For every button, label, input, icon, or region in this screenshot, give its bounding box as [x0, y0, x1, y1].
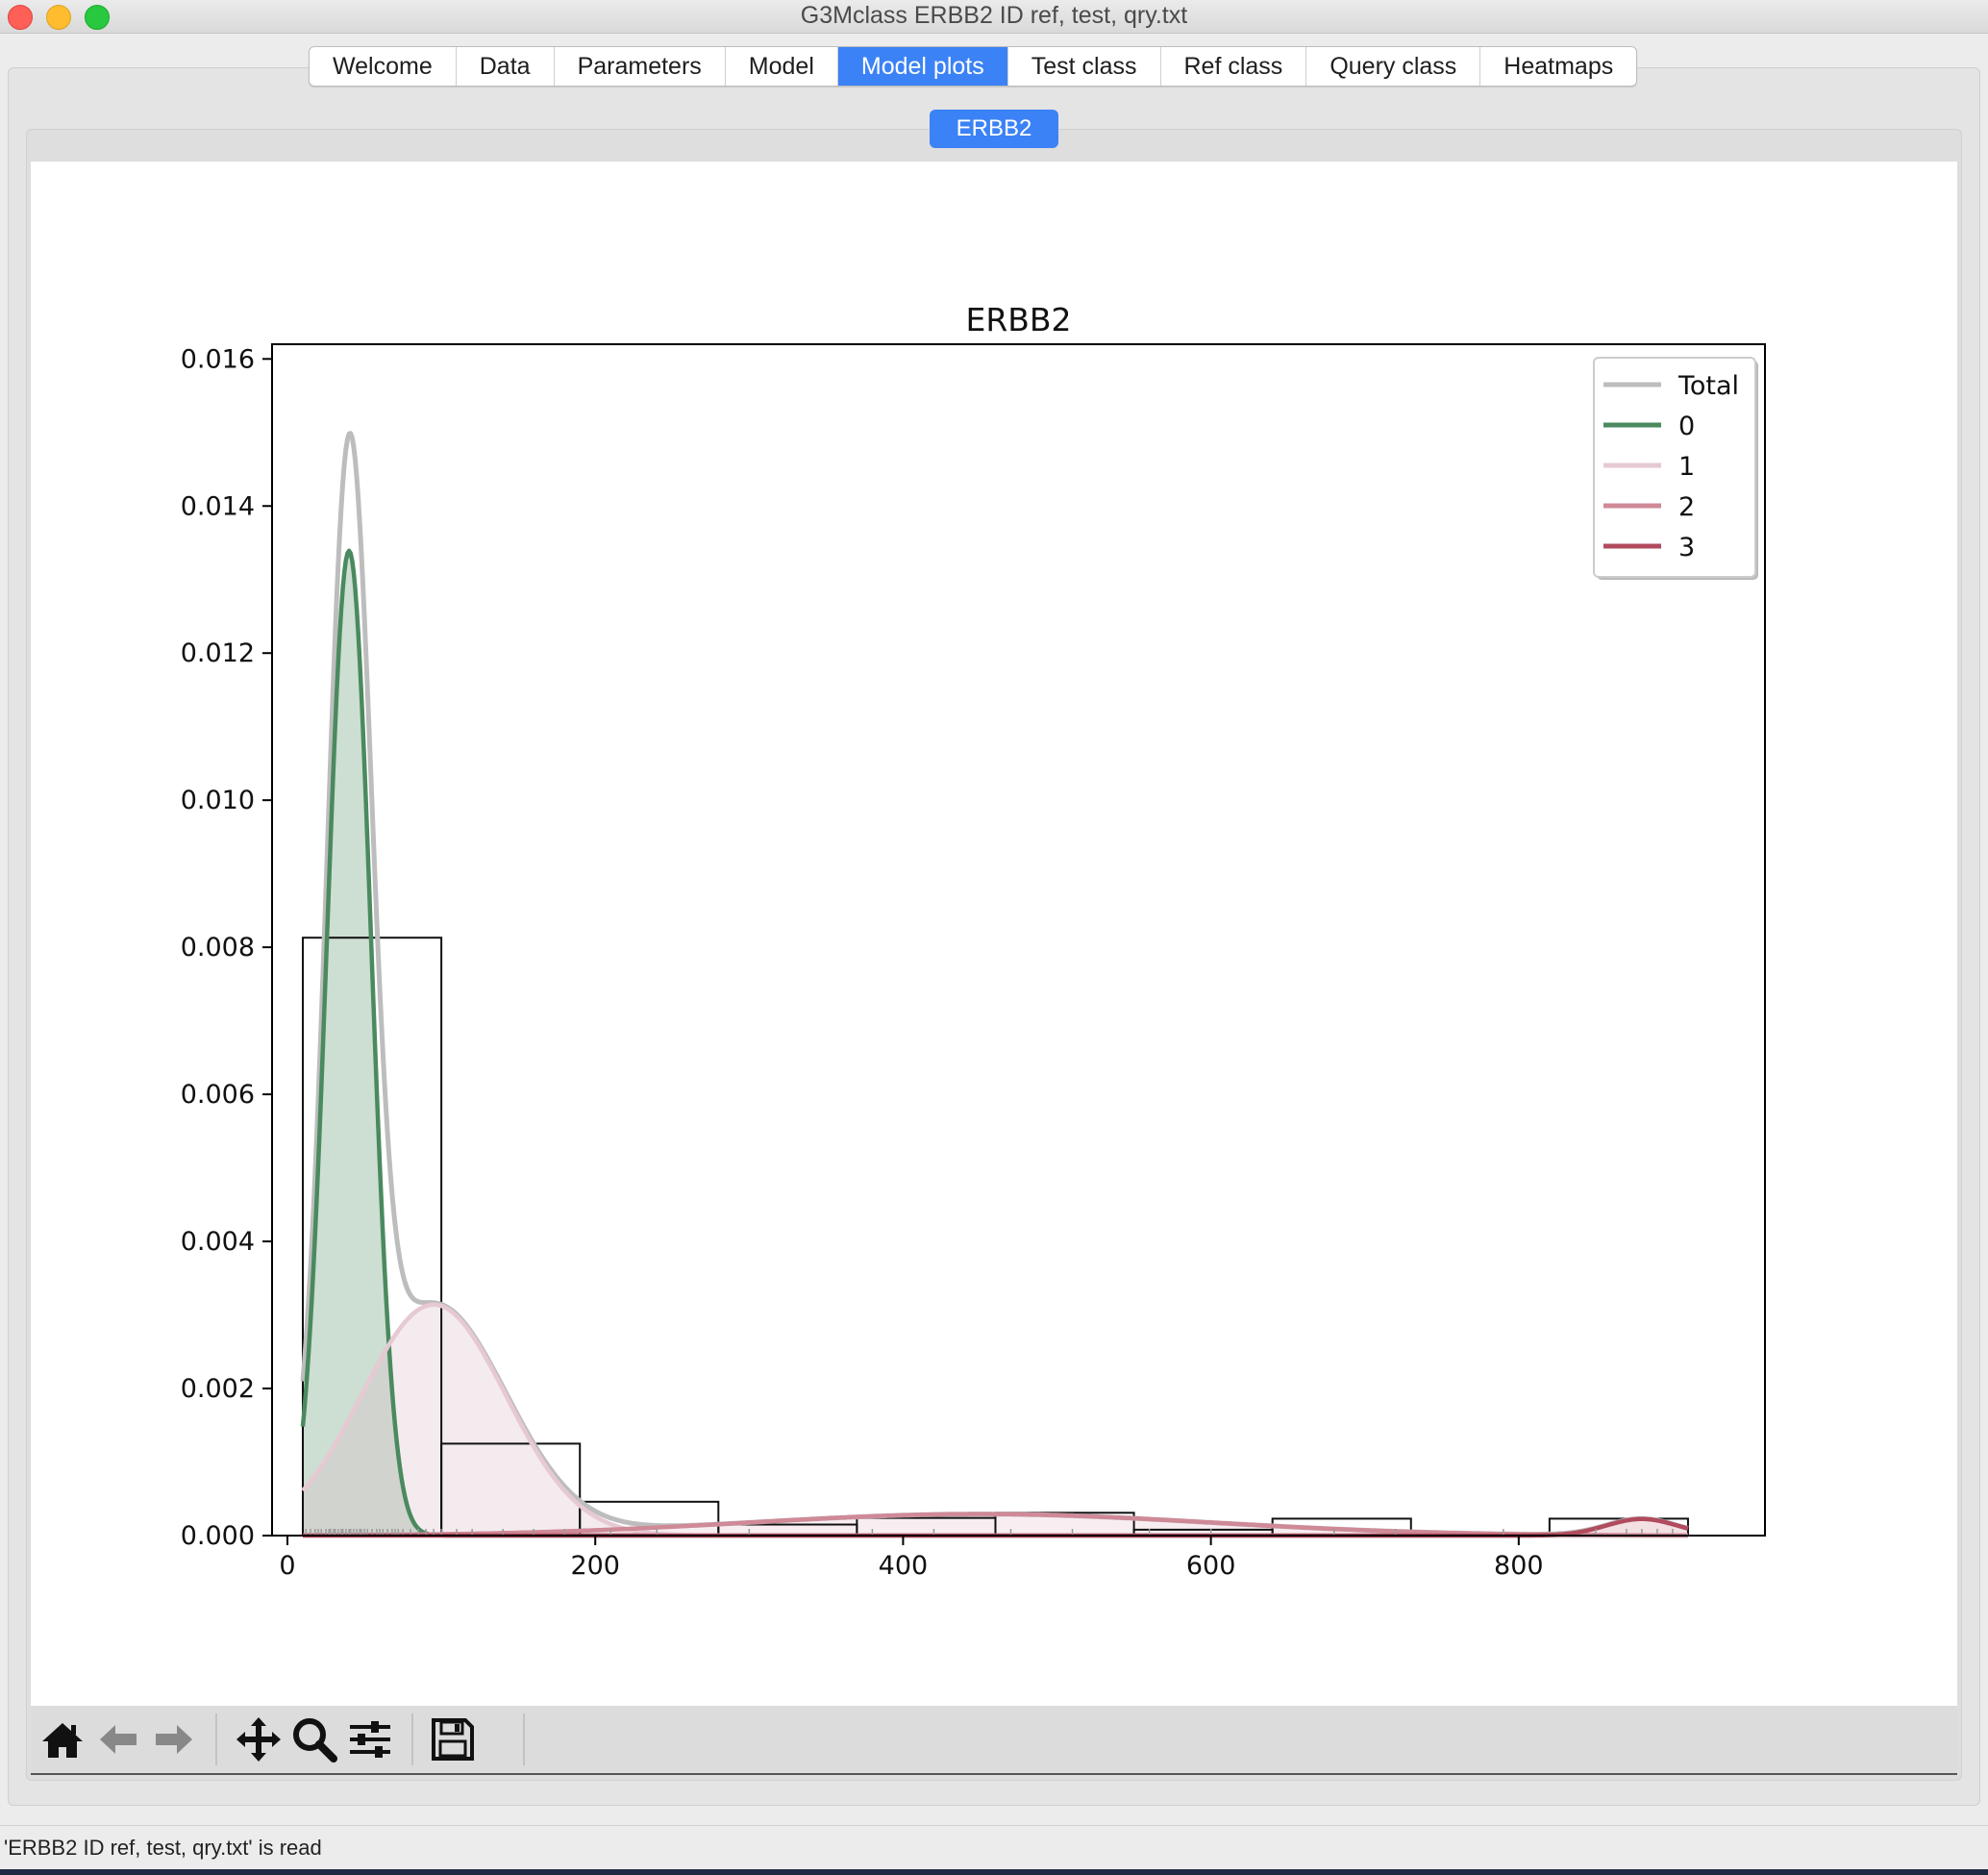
plot-canvas[interactable]: 0 200 400 600 800 0.000 0.002 0.004 0.006 0.008 0… — [31, 162, 1957, 1706]
title-bar: G3Mclass ERBB2 ID ref, test, qry.txt — [0, 0, 1988, 34]
rug-marks — [305, 1529, 1674, 1535]
y-axis-ticks: 0.000 0.002 0.004 0.006 0.008 0.010 0.012 0.014… — [181, 344, 272, 1551]
tab-model[interactable]: Model — [726, 47, 838, 86]
legend-box — [1593, 357, 1756, 578]
toolbar-separator — [215, 1713, 217, 1765]
tab-query-class[interactable]: Query class — [1306, 47, 1481, 86]
tab-model-plots[interactable]: Model plots — [837, 47, 1008, 86]
x-tick-label: 600 — [1186, 1551, 1236, 1581]
density-histogram-chart: 0 200 400 600 800 0.0000.0020.0040.0060.0080… — [181, 301, 1766, 1581]
y-tick-label: 0.014 — [181, 491, 255, 521]
legend-label-3: 3 — [1678, 533, 1695, 562]
zoom-icon[interactable] — [290, 1715, 338, 1763]
toolbar-separator — [411, 1713, 413, 1765]
legend[interactable]: Total 0 1 2 3 — [1593, 357, 1758, 580]
status-message: 'ERBB2 ID ref, test, qry.txt' is read — [4, 1836, 322, 1860]
status-bar: 'ERBB2 ID ref, test, qry.txt' is read — [0, 1825, 1988, 1869]
tab-welcome[interactable]: Welcome — [310, 47, 457, 86]
maximize-window-button[interactable] — [85, 5, 110, 30]
pan-icon[interactable] — [235, 1715, 283, 1763]
y-tick-label: 0.002 — [181, 1374, 255, 1404]
component-fills — [303, 550, 1688, 1536]
y-tick-label: 0.016 — [181, 344, 255, 374]
y-tick-label: 0.004 — [181, 1227, 255, 1257]
density-curves — [300, 431, 1689, 1538]
x-tick-label: 400 — [879, 1551, 929, 1581]
subtab-erbb2[interactable]: ERBB2 — [930, 110, 1058, 148]
component-fill-1 — [303, 1304, 1688, 1536]
tab-heatmaps[interactable]: Heatmaps — [1503, 53, 1614, 80]
desktop-background — [0, 1869, 1988, 1875]
legend-label-2: 2 — [1678, 492, 1695, 522]
x-tick-label: 200 — [570, 1551, 620, 1581]
legend-label-1: 1 — [1678, 452, 1695, 482]
configure-subplots-icon[interactable] — [346, 1715, 394, 1763]
tab-ref-class[interactable]: Ref class — [1161, 47, 1307, 86]
tab-data[interactable]: Data — [457, 47, 555, 86]
minimize-window-button[interactable] — [46, 5, 71, 30]
axes-frame — [271, 343, 1766, 1537]
window-title: G3Mclass ERBB2 ID ref, test, qry.txt — [800, 2, 1188, 29]
toolbar-separator — [523, 1713, 525, 1765]
back-arrow-icon[interactable] — [94, 1715, 142, 1763]
legend-label-Total: Total — [1677, 371, 1739, 401]
y-tick-label: 0.010 — [181, 786, 255, 815]
y-tick-label: 0.006 — [181, 1080, 255, 1110]
plot-toolbar — [31, 1706, 1957, 1775]
home-icon[interactable] — [38, 1715, 87, 1763]
y-tick-label: 0.012 — [181, 638, 255, 668]
x-axis-ticks: 0 200 400 600 800 — [279, 1536, 1544, 1581]
forward-arrow-icon[interactable] — [150, 1715, 198, 1763]
save-icon[interactable] — [429, 1715, 477, 1763]
y-tick-label: 0.008 — [181, 933, 255, 962]
chart-title: ERBB2 — [965, 301, 1071, 338]
component-fill-0 — [303, 550, 1688, 1536]
total-density-line — [300, 431, 1689, 1538]
close-window-button[interactable] — [8, 5, 33, 30]
y-tick-label: 0.000 — [181, 1521, 255, 1551]
component-line-0 — [300, 548, 1689, 1538]
x-tick-label: 800 — [1494, 1551, 1544, 1581]
x-tick-label: 0 — [279, 1551, 295, 1581]
tab-parameters[interactable]: Parameters — [555, 47, 726, 86]
legend-label-0: 0 — [1678, 412, 1695, 441]
main-tab-bar: Welcome Data Parameters Model Model plot… — [309, 46, 1638, 87]
tab-test-class[interactable]: Test class — [1008, 47, 1161, 86]
